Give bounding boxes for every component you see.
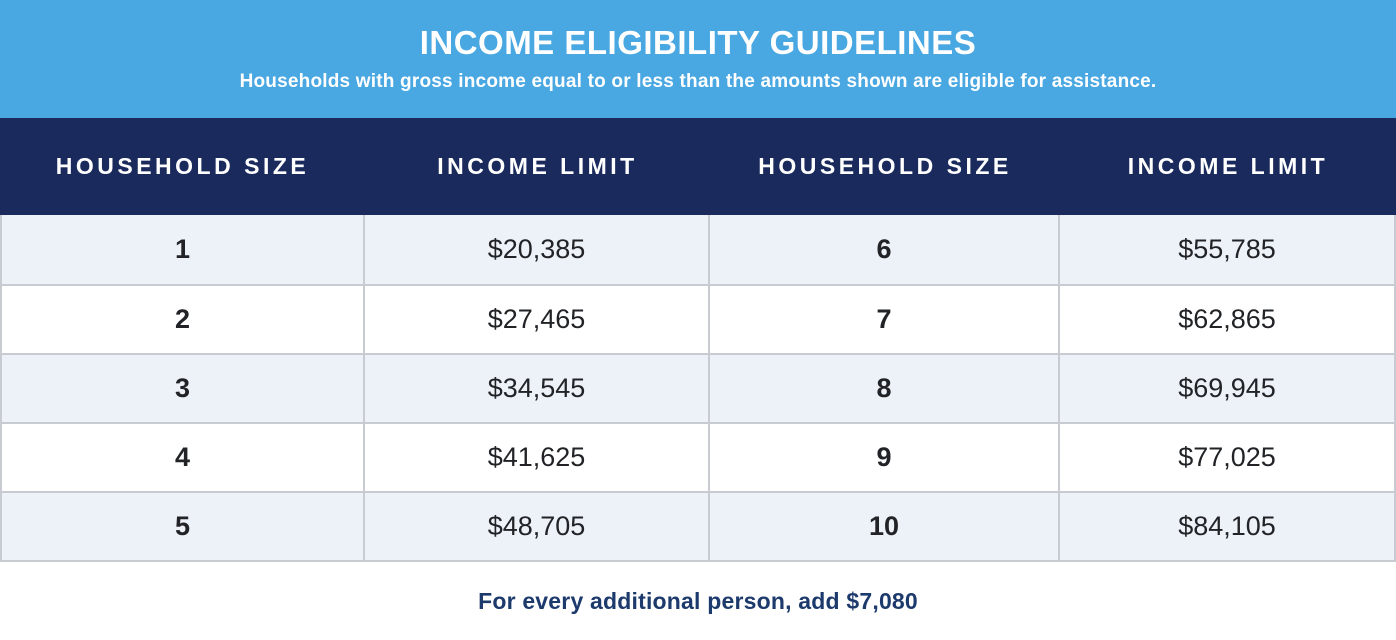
title-banner: INCOME ELIGIBILITY GUIDELINES Households… — [0, 0, 1396, 118]
household-size-value: 2 — [2, 286, 365, 353]
household-size-value: 9 — [710, 424, 1060, 491]
income-limit-value: $34,545 — [365, 355, 710, 422]
column-header-income-limit-left: INCOME LIMIT — [437, 153, 638, 179]
income-limit-value: $62,865 — [1178, 304, 1276, 334]
income-limit-value: $20,385 — [365, 215, 710, 284]
column-header-household-size-right: HOUSEHOLD SIZE — [758, 153, 1012, 179]
household-size-value: 7 — [710, 286, 1060, 353]
household-size-value: 3 — [2, 355, 365, 422]
income-limit-value: $55,785 — [1178, 234, 1276, 264]
table-row: 2 $27,465 7 $62,865 — [2, 284, 1394, 353]
column-header-income-limit-right: INCOME LIMIT — [1127, 153, 1329, 179]
page-title: INCOME ELIGIBILITY GUIDELINES — [419, 24, 977, 62]
page-subtitle: Households with gross income equal to or… — [239, 70, 1157, 92]
additional-person-note: For every additional person, add $7,080 — [478, 587, 918, 614]
household-size-value: 6 — [710, 215, 1060, 284]
household-size-value: 5 — [2, 493, 365, 560]
income-limit-value: $77,025 — [1178, 442, 1276, 472]
income-limit-value: $48,705 — [365, 493, 710, 560]
income-limit-value: $41,625 — [365, 424, 710, 491]
column-header-household-size-left: HOUSEHOLD SIZE — [55, 153, 310, 179]
table-body: 1 $20,385 6 $55,785 2 $27,465 7 $62,865 … — [0, 215, 1396, 562]
table-header-row: HOUSEHOLD SIZE INCOME LIMIT HOUSEHOLD SI… — [0, 118, 1396, 215]
income-limit-value: $27,465 — [365, 286, 710, 353]
footer-note-area: For every additional person, add $7,080 — [0, 562, 1396, 640]
household-size-value: 8 — [710, 355, 1060, 422]
income-limit-value: $84,105 — [1178, 511, 1276, 541]
income-limit-value: $69,945 — [1178, 373, 1276, 403]
table-row: 4 $41,625 9 $77,025 — [2, 422, 1394, 491]
household-size-value: 4 — [2, 424, 365, 491]
household-size-value: 10 — [710, 493, 1060, 560]
table-row: 5 $48,705 10 $84,105 — [2, 491, 1394, 560]
table-row: 1 $20,385 6 $55,785 — [2, 215, 1394, 284]
table-row: 3 $34,545 8 $69,945 — [2, 353, 1394, 422]
household-size-value: 1 — [2, 215, 365, 284]
